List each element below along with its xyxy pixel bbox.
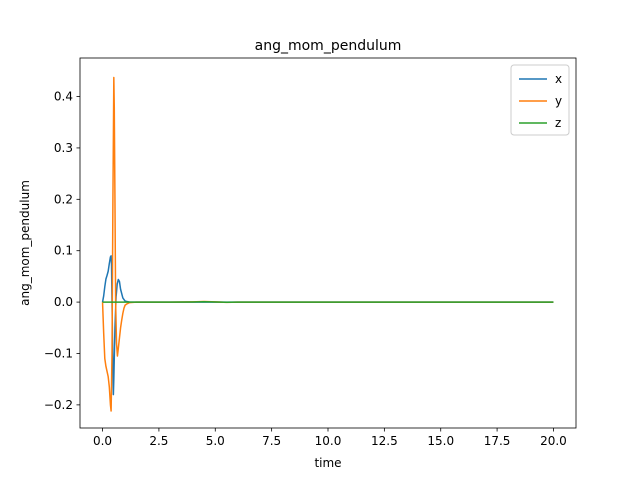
y-axis-ticks: −0.2 −0.1 0.0 0.1 0.2 0.3 0.4	[44, 90, 80, 412]
x-tick-label: 5.0	[206, 434, 225, 448]
y-tick-label: 0.1	[54, 244, 73, 258]
legend-label-y: y	[555, 94, 562, 108]
chart-title: ang_mom_pendulum	[255, 38, 402, 54]
plot-area	[80, 58, 576, 428]
y-tick-label: 0.4	[54, 90, 73, 104]
x-tick-label: 20.0	[540, 434, 567, 448]
legend: xyz	[510, 64, 570, 136]
x-tick-label: 15.0	[427, 434, 454, 448]
legend-label-z: z	[555, 116, 561, 130]
y-tick-label: 0.0	[54, 295, 73, 309]
y-tick-label: 0.3	[54, 141, 73, 155]
series-layer	[101, 76, 554, 412]
series-line-z	[102, 300, 554, 303]
x-tick-label: 0.0	[93, 434, 112, 448]
x-tick-label: 10.0	[315, 434, 342, 448]
legend-label-x: x	[555, 72, 562, 86]
y-tick-label: 0.2	[54, 192, 73, 206]
x-axis-ticks: 0.0 2.5 5.0 7.5 10.0 12.5 15.0 17.5 20.0	[93, 428, 567, 448]
x-tick-label: 12.5	[371, 434, 398, 448]
y-axis-label: ang_mom_pendulum	[18, 180, 32, 306]
x-tick-label: 7.5	[262, 434, 281, 448]
y-tick-label: −0.1	[44, 346, 73, 360]
legend-box	[510, 64, 570, 136]
x-tick-label: 17.5	[484, 434, 511, 448]
x-tick-label: 2.5	[149, 434, 168, 448]
x-axis-label: time	[314, 456, 341, 470]
y-tick-label: −0.2	[44, 398, 73, 412]
